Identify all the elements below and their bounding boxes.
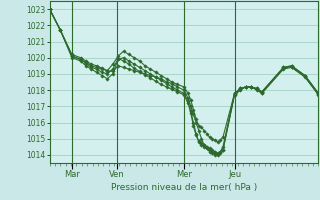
X-axis label: Pression niveau de la mer( hPa ): Pression niveau de la mer( hPa ) bbox=[111, 183, 257, 192]
